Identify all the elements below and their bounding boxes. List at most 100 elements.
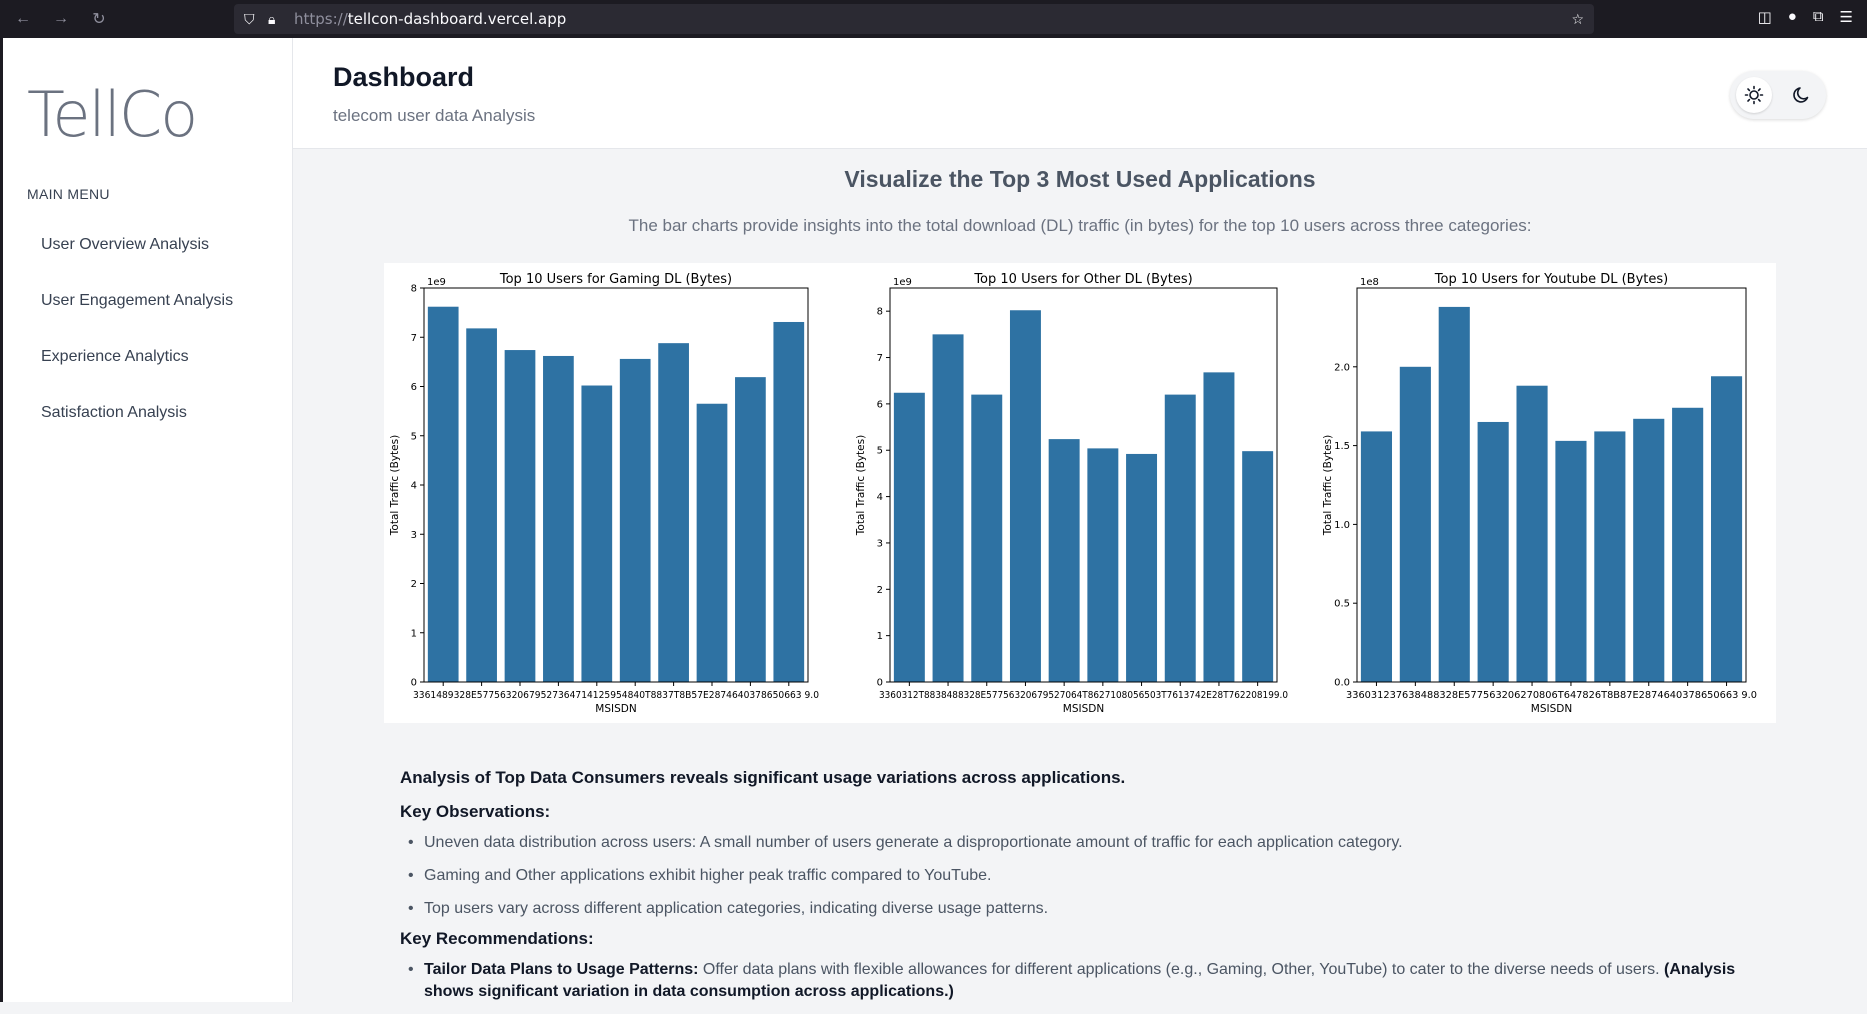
list-item: Tailor Data Plans to Usage Patterns: Off…	[408, 959, 1780, 1003]
chart-bar	[1164, 394, 1196, 682]
forward-icon[interactable]: →	[53, 10, 69, 27]
y-tick-label: 7	[411, 333, 417, 344]
x-axis-label: MSISDN	[1063, 703, 1104, 715]
y-tick-label: 5	[877, 446, 883, 457]
y-tick-label: 3	[411, 530, 417, 541]
chart-title: Top 10 Users for Other DL (Bytes)	[973, 272, 1192, 287]
recommendations-list: Tailor Data Plans to Usage Patterns: Off…	[408, 959, 1780, 1003]
browser-toolbar: ← → ↻ ⛉ 🔒︎ https://tellcon-dashboard.ver…	[0, 0, 1867, 38]
logo: TellCo	[27, 78, 198, 151]
chart-axes-frame	[1356, 287, 1747, 683]
y-tick-label: 6	[411, 382, 417, 393]
y-tick-label: 7	[877, 353, 883, 364]
page-title: Dashboard	[333, 62, 475, 92]
section-description: The bar charts provide insights into the…	[628, 216, 1532, 235]
chart-axes-frame	[889, 287, 1278, 683]
dark-mode-button[interactable]	[1784, 77, 1820, 113]
y-tick-label: 0	[877, 678, 883, 689]
sidebar-item-satisfaction[interactable]: Satisfaction Analysis	[41, 404, 187, 421]
page-subtitle: telecom user data Analysis	[333, 106, 536, 125]
theme-toggle	[1730, 71, 1826, 119]
chart-bar	[1710, 376, 1743, 682]
list-item: Gaming and Other applications exhibit hi…	[408, 865, 1780, 887]
y-tick-label: 5	[411, 431, 417, 442]
chart-bar	[773, 321, 805, 682]
y-tick-label: 8	[877, 307, 883, 318]
analysis-heading: Analysis of Top Data Consumers reveals s…	[400, 768, 1126, 787]
chart-bar	[1516, 385, 1548, 682]
y-tick-label: 2.0	[1334, 362, 1350, 373]
y-tick-label: 1	[411, 628, 417, 639]
chart-bar	[893, 392, 925, 682]
x-tick-labels-overlapping: 3361489328E57756320679527364714125954840…	[413, 690, 819, 701]
list-item: Top users vary across different applicat…	[408, 898, 1780, 920]
y-tick-label: 0.5	[1334, 599, 1350, 610]
chart-bar	[1555, 440, 1587, 682]
sun-icon	[1744, 85, 1764, 105]
chart-bar	[466, 328, 497, 682]
recommendation-bold-tail: (Analysis shows significant variation in…	[424, 961, 1736, 1000]
moon-icon	[1793, 87, 1809, 103]
sidebar-item-user-overview[interactable]: User Overview Analysis	[41, 236, 210, 253]
chart-bar	[619, 358, 651, 682]
sidebar: TellCo MAIN MENU User Overview Analysis …	[3, 38, 293, 1002]
y-axis-label: Total Traffic (Bytes)	[855, 435, 867, 536]
chart-bar	[1242, 451, 1274, 682]
y-tick-label: 3	[877, 538, 883, 549]
sidebar-item-experience[interactable]: Experience Analytics	[41, 348, 189, 365]
recommendation-bold: Tailor Data Plans to Usage Patterns:	[424, 961, 699, 978]
list-item: Uneven data distribution across users: A…	[408, 832, 1780, 854]
y-tick-label: 4	[877, 492, 883, 503]
menu-icon[interactable]: ☰	[1839, 9, 1853, 26]
observations-title: Key Observations:	[400, 802, 551, 821]
main-menu-title: MAIN MENU	[27, 186, 110, 202]
y-tick-label: 1.5	[1334, 441, 1350, 452]
y-axis-label: Total Traffic (Bytes)	[389, 435, 401, 536]
scale-label: 1e9	[427, 277, 446, 288]
y-axis-label: Total Traffic (Bytes)	[1322, 435, 1334, 536]
account-icon[interactable]: ●	[1787, 8, 1797, 25]
lock-icon[interactable]: 🔒︎	[268, 11, 276, 27]
chart-bar	[1048, 439, 1080, 682]
page-header: Dashboard telecom user data Analysis	[293, 38, 1867, 149]
bookmark-star-icon[interactable]: ☆	[1571, 11, 1584, 27]
shield-icon[interactable]: ⛉	[244, 11, 255, 27]
url-text: https://tellcon-dashboard.vercel.app	[294, 10, 567, 28]
scale-label: 1e9	[893, 277, 912, 288]
pocket-icon[interactable]: ◫	[1757, 9, 1772, 26]
extensions-icon[interactable]: ⧉	[1812, 8, 1824, 25]
chart-title: Top 10 Users for Youtube DL (Bytes)	[1434, 272, 1668, 287]
observations-list: Uneven data distribution across users: A…	[408, 832, 1780, 920]
y-tick-label: 4	[411, 481, 417, 492]
x-tick-labels-overlapping: 336031237638488328E577563206270806T64782…	[1346, 690, 1757, 701]
reload-icon[interactable]: ↻	[92, 11, 106, 28]
y-tick-label: 0.0	[1334, 678, 1350, 689]
chart-bar	[1399, 366, 1431, 682]
x-axis-label: MSISDN	[595, 703, 636, 715]
y-tick-label: 8	[411, 284, 417, 295]
light-mode-button[interactable]	[1736, 77, 1772, 113]
y-tick-label: 0	[411, 678, 417, 689]
back-icon[interactable]: ←	[15, 10, 31, 27]
charts-image: 0 1 2 3 4 5 6 7 8 1e9 Top 10 Users for Gaming DL (…	[384, 263, 1776, 723]
sidebar-item-user-engagement[interactable]: User Engagement Analysis	[41, 292, 234, 309]
analysis-section: Analysis of Top Data Consumers reveals s…	[400, 768, 1780, 1014]
scale-label: 1e8	[1360, 277, 1379, 288]
chart-bar	[1087, 448, 1119, 682]
chart-bar	[1009, 310, 1041, 682]
chart-bar	[543, 355, 574, 682]
y-tick-label: 2	[411, 579, 417, 590]
recommendation-text: Offer data plans with flexible allowance…	[698, 961, 1665, 978]
chart-bar	[658, 343, 689, 682]
url-bar[interactable]: ⛉ 🔒︎ https://tellcon-dashboard.vercel.ap…	[234, 4, 1594, 34]
recommendations-title: Key Recommendations:	[400, 929, 594, 948]
chart-bar	[1438, 306, 1470, 682]
chart-bar	[696, 403, 728, 682]
chart-bar	[581, 385, 613, 682]
chart-bar	[1477, 421, 1509, 682]
window-edge	[0, 38, 3, 1002]
y-tick-label: 2	[877, 585, 883, 596]
section-title: Visualize the Top 3 Most Used Applicatio…	[844, 166, 1316, 192]
chart-bar	[427, 306, 459, 682]
chart-bar	[971, 394, 1003, 682]
